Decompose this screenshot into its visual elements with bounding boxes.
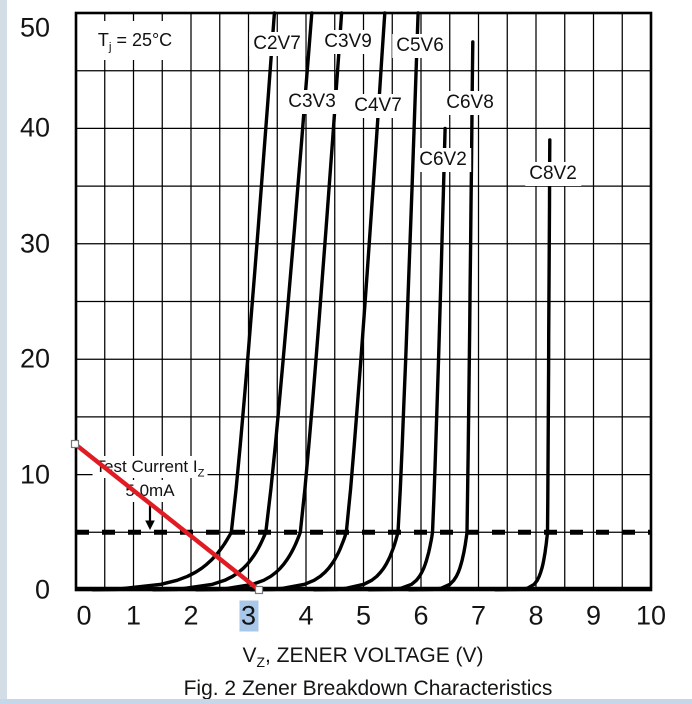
figure-caption: Fig. 2 Zener Breakdown Characteristics (183, 677, 553, 700)
page-edge-left (0, 0, 7, 704)
y-tick-label-40: 40 (19, 112, 50, 143)
curve-C3V9 (195, 11, 344, 592)
curve-C4V7 (249, 11, 387, 592)
curve-label-C3V9: C3V9 (320, 30, 376, 54)
x-tick-label-10: 10 (635, 600, 667, 631)
test-current-label: Test Current IZ (92, 456, 208, 479)
curve-label-C5V6: C5V6 (392, 34, 448, 58)
x-tick-label-2: 2 (183, 600, 199, 631)
x-tick-label-3-selected: 3 (238, 600, 259, 632)
curve-C5V6 (312, 11, 420, 592)
x-axis-title: VZ, ZENER VOLTAGE (V) (242, 644, 484, 671)
curve-label-C2V7: C2V7 (249, 32, 305, 56)
junction-temp-label: Tj = 25°C (84, 21, 186, 60)
y-tick-label-20: 20 (19, 343, 50, 374)
curve-label-C6V2: C6V2 (415, 148, 471, 172)
x-tick-label-8: 8 (528, 600, 544, 631)
test-current-value: 5.0mA (122, 480, 178, 502)
x-tick-label-7: 7 (470, 600, 487, 631)
curve-C6V8 (407, 40, 475, 592)
x-tick-label-9: 9 (585, 600, 602, 631)
curve-label-C8V2: C8V2 (525, 162, 581, 186)
x-tick-label-4: 4 (298, 600, 314, 631)
y-tick-label-10: 10 (19, 459, 50, 490)
page-edge-bottom (0, 699, 692, 704)
x-tick-label-1: 1 (125, 600, 142, 631)
curve-C6V2 (367, 126, 447, 592)
curve-C8V2 (494, 138, 552, 592)
junction-temp-text: Tj = 25°C (97, 30, 173, 54)
curve-label-C3V3: C3V3 (284, 90, 340, 114)
x-tick-label-0: 0 (76, 600, 92, 631)
y-tick-label-0: 0 (34, 574, 50, 605)
y-tick-label-50: 50 (19, 12, 50, 43)
x-tick-label-5: 5 (355, 600, 372, 631)
curve-label-C4V7: C4V7 (350, 94, 406, 118)
curve-label-C6V8: C6V8 (442, 91, 498, 115)
test-current-arrow-head (145, 520, 155, 530)
y-tick-label-30: 30 (19, 228, 50, 259)
x-tick-label-6: 6 (413, 600, 429, 631)
